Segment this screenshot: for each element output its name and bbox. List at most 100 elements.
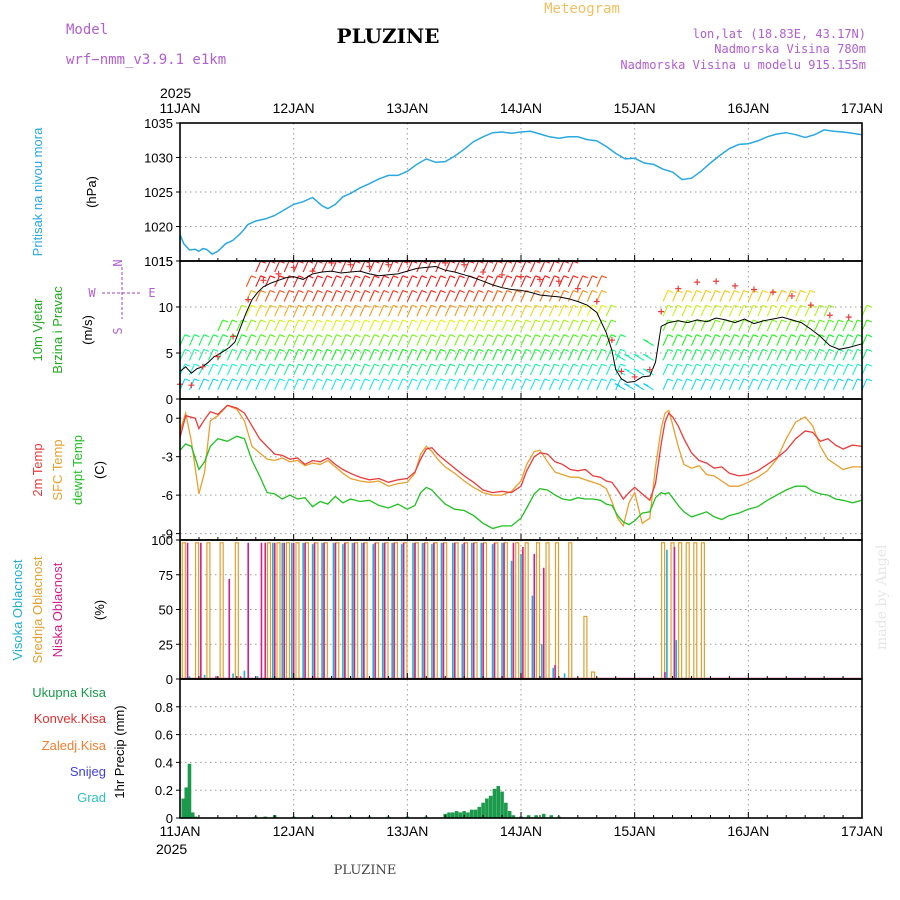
wind-barb-flag [203,378,210,382]
y-tick-label: 0 [166,411,173,426]
wind-barb-flag [260,275,266,279]
wind-barb [529,290,536,302]
wind-barb [368,334,375,346]
wind-barb [548,319,555,332]
wind-barb-flag [544,290,551,294]
wind-barb-flag [800,319,806,323]
gust-marker [499,271,506,278]
wind-barb-flag [525,378,532,382]
wind-barb [331,349,337,361]
wind-barb-flag [819,319,825,323]
wind-barb-flag [279,319,285,323]
gust-marker [631,373,638,380]
wind-barb-flag [326,378,333,382]
wind-barb-flag [582,378,588,382]
wind-barb-flag [374,348,380,352]
wind-barb [463,334,470,346]
wind-barb-flag [279,348,285,352]
y-tick-label: 25 [159,637,173,652]
precip-bar [496,786,501,818]
wind-barb [274,305,281,317]
cloud-bar-cloud_mid [424,542,429,680]
wind-barb [719,319,726,332]
wind-barb [511,378,517,391]
precip-bar [447,812,451,818]
precip-bar [507,811,512,818]
wind-barb-flag [468,290,475,294]
wind-barb-flag [847,348,854,352]
wind-barb [492,363,498,376]
wind-barb [349,363,356,376]
wind-barb [349,334,356,346]
wind-barb [454,378,461,391]
wind-barb [425,334,432,346]
wind-barb-flag [468,319,475,323]
wind-barb-flag [421,304,427,308]
y-tick-label: 75 [159,568,173,583]
wind-barb [302,378,309,391]
y-tick-label: -3 [161,450,173,465]
wind-barb [539,363,546,376]
wind-barb-flag [724,363,731,367]
wind-barb-flag [364,304,371,308]
wind-barb [444,363,451,376]
wind-barb [501,305,508,317]
wind-barb-flag [592,304,598,308]
wind-barb [321,305,328,317]
wind-barb [804,363,811,376]
wind-barb-flag [800,348,806,352]
precip-bar [500,791,504,818]
wind-barb [814,363,821,376]
wind-barb-flag [251,319,257,323]
wind-barb-flag [468,378,475,382]
wind-barb-flag [260,378,266,382]
wind-barb [397,260,404,273]
wind-barb [520,260,527,273]
wind-barb [605,349,612,361]
wind-barb-flag [298,275,304,279]
wind-barb-flag [819,363,825,367]
wind-barb-flag [440,319,446,323]
cloud-bar-cloud_mid [482,542,488,680]
wind-barb [558,290,565,302]
wind-barb-flag [573,319,579,323]
wind-barb-flag [573,275,579,279]
wind-barb [700,334,707,346]
wind-barb [814,305,821,317]
wind-barb [529,349,536,361]
wind-barb-flag [610,334,617,338]
gust-marker [555,278,562,285]
wind-barb [473,275,480,287]
wind-barb [747,363,754,376]
wind-barb-flag [326,275,333,279]
wind-barb-flag [184,363,191,367]
precip-bar [488,795,493,818]
cloud-bar-cloud_mid [660,542,666,680]
gust-marker [199,363,206,370]
wind-barb-flag [610,378,617,382]
wind-barb [387,363,394,376]
wind-barb [529,319,536,332]
wind-barb [738,334,745,346]
gust-marker [536,276,543,283]
wind-barb-flag [364,290,371,294]
wind-barb-flag [222,378,228,382]
wind-barb-flag [686,290,693,294]
wind-barb-flag [487,304,494,308]
wind-barb-flag [643,368,649,372]
wind-barb [482,363,489,376]
wind-barb [615,378,622,391]
wind-barb [520,275,527,287]
wind-barb [473,305,480,317]
y-tick-label: 100 [151,533,173,548]
wind-barb [312,334,319,346]
wind-barb [757,305,764,317]
wind-barb [312,305,319,317]
wind-barb [359,260,366,273]
wind-barb-flag [298,348,304,352]
wind-barb-flag [232,378,238,382]
wind-barb-flag [383,319,390,323]
wind-barb-flag [705,334,712,338]
wind-barb-flag [643,383,649,387]
wind-barb [728,334,735,346]
